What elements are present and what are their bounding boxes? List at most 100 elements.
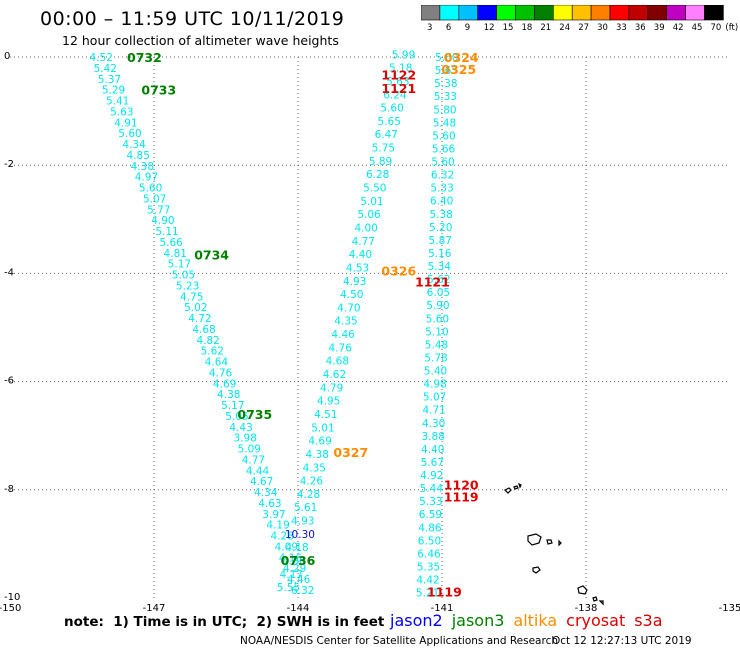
island-outline <box>503 487 512 494</box>
swh-value: 6.05 <box>427 287 450 299</box>
swh-value: 5.38 <box>434 78 457 90</box>
colorbar-label: 24 <box>559 23 571 33</box>
swh-value: 5.50 <box>363 183 386 195</box>
swh-value: 4.17 <box>280 569 303 581</box>
swh-value: 5.02 <box>184 302 207 314</box>
swh-value: 4.72 <box>188 313 211 325</box>
swh-value: 4.00 <box>354 222 377 234</box>
timestamp-text: Oct 12 12:27:13 UTC 2019 <box>552 635 692 647</box>
swh-value: 4.77 <box>352 236 375 248</box>
swh-value: 5.65 <box>378 116 401 128</box>
swh-value: 4.68 <box>326 356 349 368</box>
colorbar-label: 42 <box>672 23 684 33</box>
swh-value: 4.38 <box>217 389 240 401</box>
pass-time-label: 0735 <box>237 407 272 422</box>
colorbar-label: 30 <box>597 23 608 33</box>
swh-value: 5.17 <box>221 400 244 412</box>
swh-value: 4.46 <box>287 574 311 586</box>
swh-value: 5.55 <box>277 582 300 594</box>
swh-value: 5.10 <box>425 326 448 338</box>
y-tick-label: 0 <box>4 51 10 62</box>
swh-value: 4.86 <box>418 522 442 534</box>
swh-value: 5.60 <box>432 130 455 142</box>
swh-value: 4.29 <box>283 563 306 575</box>
swh-value: 5.01 <box>311 422 334 434</box>
swh-value: 4.98 <box>423 379 446 391</box>
swh-value: 4.79 <box>320 382 343 394</box>
swh-value: 6.46 <box>417 548 441 560</box>
colorbar-label: 9 <box>464 23 471 33</box>
swh-value: 5.18 <box>389 63 412 75</box>
swh-value: 4.76 <box>329 342 353 354</box>
swh-value: 5.07 <box>143 193 166 205</box>
legend-cryosat: cryosat <box>566 611 626 630</box>
swh-value: 4.35 <box>303 462 326 474</box>
swh-value: 5.63 <box>110 106 133 118</box>
swh-value: 5.62 <box>201 346 224 358</box>
swh-value: 6.47 <box>375 129 398 141</box>
swh-value: 4.93 <box>291 516 314 528</box>
swh-value: 5.35 <box>417 561 440 573</box>
swh-value: 4.52 <box>90 52 113 64</box>
swh-value: 5.63 <box>386 76 409 88</box>
swh-value: 4.77 <box>242 454 265 466</box>
swh-value: 4.38 <box>306 449 329 461</box>
swh-value: 3.98 <box>234 433 257 445</box>
colorbar-label: 3 <box>427 23 433 33</box>
swh-value: 5.37 <box>98 74 121 86</box>
swh-value: 4.92 <box>420 470 443 482</box>
swh-value: 4.69 <box>308 436 331 448</box>
colorbar-label: 45 <box>691 23 703 33</box>
swh-value: 5.38 <box>429 209 452 221</box>
swh-value: 4.28 <box>297 489 320 501</box>
y-tick-label: -10 <box>4 592 20 603</box>
footer-note: note: 1) Time is in UTC; 2) SWH is in fe… <box>64 614 385 630</box>
swh-value: 5.77 <box>147 204 170 216</box>
swh-value: 4.63 <box>258 498 281 510</box>
colorbar-label: 18 <box>521 23 533 33</box>
swh-value: 4.34 <box>254 487 278 499</box>
colorbar-label: 39 <box>653 23 665 33</box>
island-outline <box>517 482 522 489</box>
colorbar-label: 36 <box>634 23 646 33</box>
swh-value: 5.05 <box>225 411 248 423</box>
island-outline <box>558 539 562 547</box>
swh-value: 6.59 <box>419 509 442 521</box>
swh-value: 5.09 <box>238 444 261 456</box>
swh-value: 4.62 <box>323 369 346 381</box>
pass-time-label: 0324 <box>444 50 479 65</box>
swh-value: 5.34 <box>428 261 452 273</box>
island-outline <box>527 533 542 546</box>
swh-value: 4.30 <box>282 556 305 568</box>
swh-value: 4.19 <box>266 520 289 532</box>
swh-value: 5.65 <box>435 65 458 77</box>
island-outline <box>546 539 553 545</box>
pass-time-label: 1119 <box>444 489 479 504</box>
swh-value: 5.60 <box>426 313 449 325</box>
colorbar-label: 21 <box>540 23 552 33</box>
swh-value: 4.85 <box>127 150 150 162</box>
swh-value: 4.40 <box>349 249 372 261</box>
map-title: 00:00 – 11:59 UTC 10/11/2019 <box>40 8 345 30</box>
pass-time-label: 0326 <box>381 264 416 279</box>
swh-value: 5.29 <box>102 85 125 97</box>
swh-value: 4.44 <box>246 465 270 477</box>
swh-value: 4.95 <box>317 396 340 408</box>
swh-value: 4.76 <box>209 367 233 379</box>
swh-value: 4.71 <box>422 405 445 417</box>
swh-value: 5.06 <box>357 209 381 221</box>
legend-jason3: jason3 <box>451 611 505 630</box>
swh-value: 6.40 <box>430 196 453 208</box>
swh-value: 4.35 <box>334 316 357 328</box>
colorbar-label: 6 <box>445 23 452 33</box>
pass-time-label: 0734 <box>194 247 229 262</box>
pass-time-label: 0732 <box>127 50 162 65</box>
colorbar-label: 70 <box>710 23 722 33</box>
swh-value: 5.60 <box>435 52 458 64</box>
swh-value: 5.07 <box>423 392 446 404</box>
swh-value: 4.69 <box>213 378 236 390</box>
colorbar-label: 33 <box>616 23 627 33</box>
altimeter-map: -150 -147 -144 -141 -138 -135 0 -2 -4 -6 -8 -10 4.52… <box>0 49 740 612</box>
swh-value: 4.43 <box>229 422 252 434</box>
swh-value: 5.44 <box>420 483 444 495</box>
